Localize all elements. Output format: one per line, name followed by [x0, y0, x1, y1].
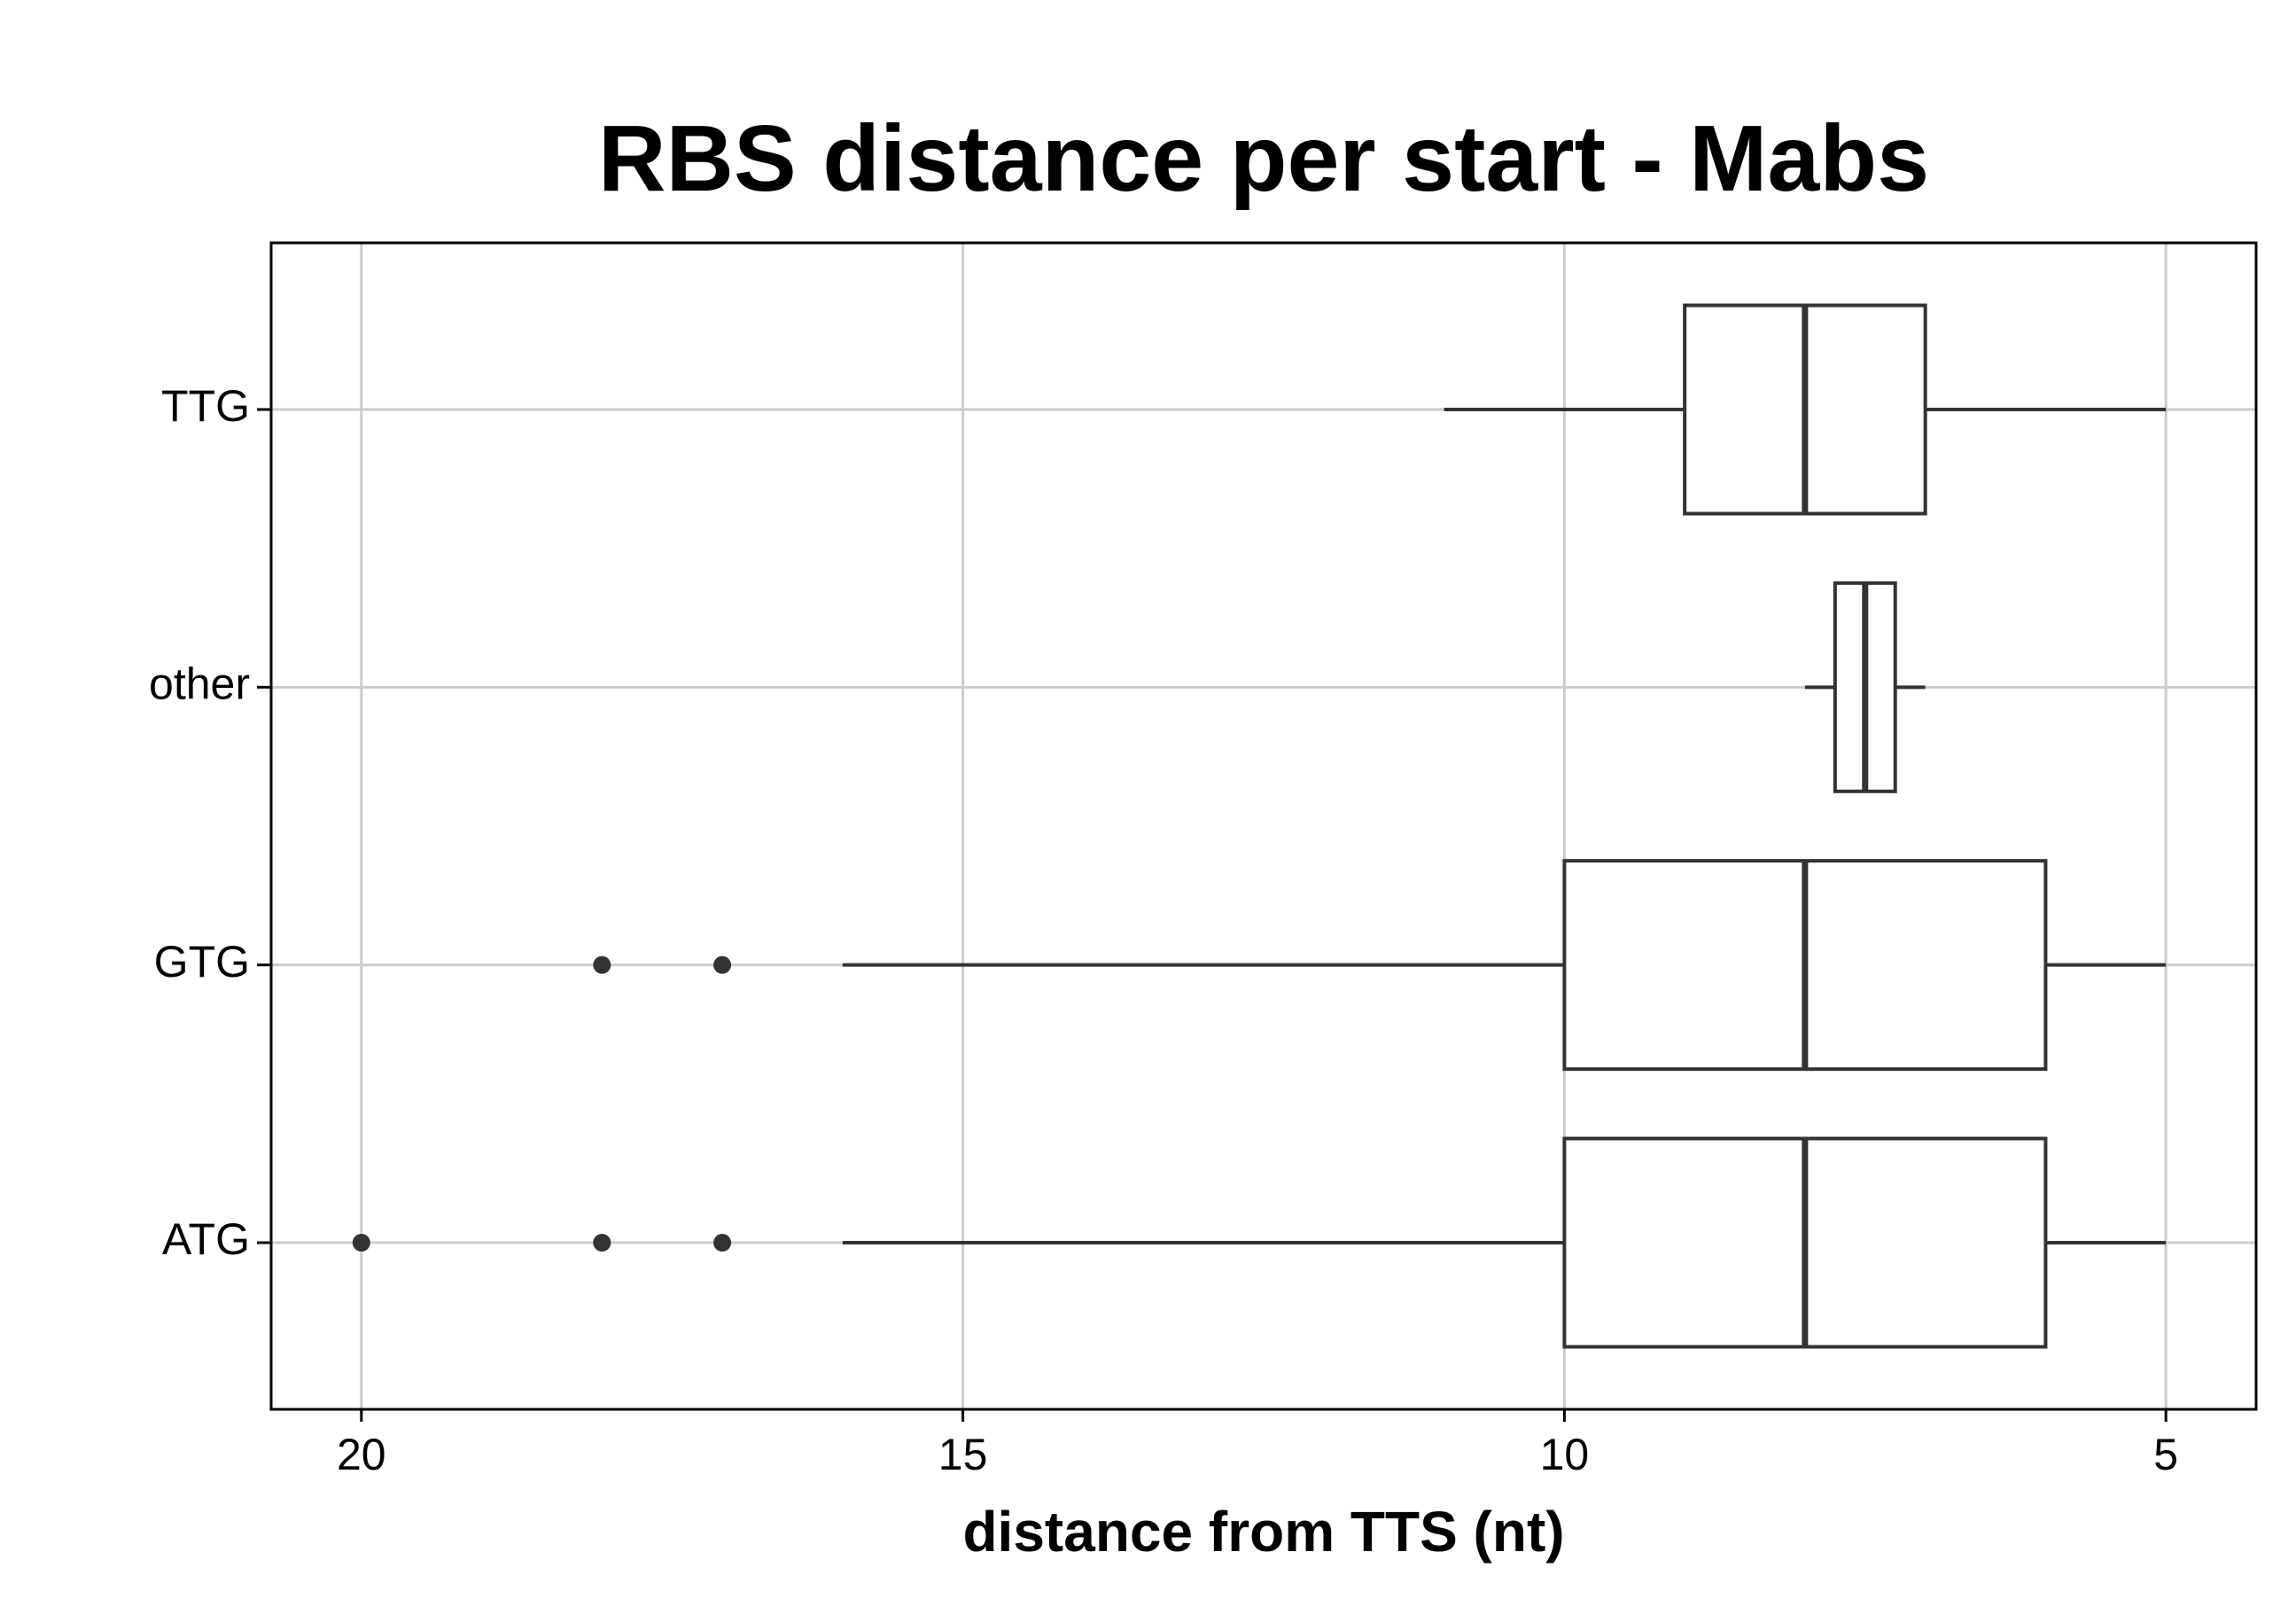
x-tick-label: 20: [337, 1430, 386, 1479]
outlier: [713, 956, 732, 974]
x-axis-label: distance from TTS (nt): [962, 1500, 1564, 1564]
y-tick-label: TTG: [161, 381, 250, 431]
outlier: [593, 1234, 611, 1252]
y-tick-label: other: [149, 659, 250, 709]
outlier: [593, 956, 611, 974]
x-tick-label: 15: [938, 1430, 988, 1479]
outlier: [352, 1234, 370, 1252]
y-tick-label: ATG: [162, 1214, 250, 1264]
outlier: [713, 1234, 732, 1252]
y-tick-label: GTG: [154, 937, 250, 987]
plot-frame: [269, 241, 2258, 1411]
x-tick-label: 10: [1540, 1430, 1590, 1479]
chart-title: RBS distance per start - Mabs: [598, 106, 1929, 211]
x-tick-label: 5: [2153, 1430, 2178, 1479]
